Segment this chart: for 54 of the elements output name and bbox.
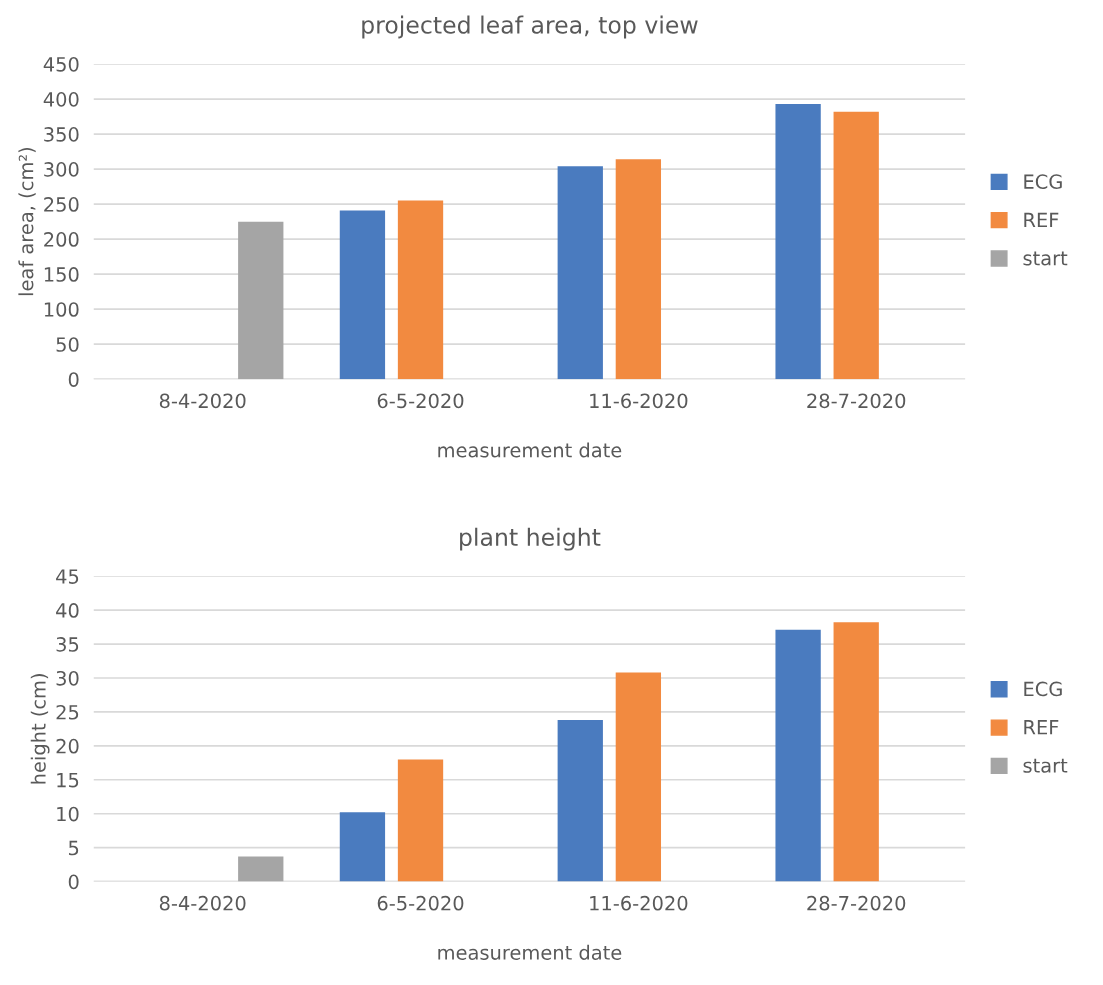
y-tick-label: 30 — [56, 670, 79, 686]
legend-label: ECG — [1024, 174, 1062, 189]
legend-label: REF — [1024, 720, 1059, 735]
x-tick-label: 6-5-2020 — [377, 895, 464, 911]
x-tick-label: 28-7-2020 — [807, 393, 906, 409]
y-tick-label: 40 — [56, 603, 79, 618]
y-tick-label: 300 — [44, 162, 79, 177]
chart-title: projected leaf area, top view — [362, 15, 698, 39]
legend-label: start — [1023, 251, 1068, 266]
y-tick-label: 250 — [44, 197, 79, 212]
y-tick-label: 25 — [56, 704, 79, 720]
x-axis-title: measurement date — [438, 944, 622, 960]
y-tick-label: 20 — [56, 738, 79, 754]
bar — [238, 856, 284, 882]
x-axis-title: measurement date — [438, 442, 622, 458]
x-tick-label: 11-6-2020 — [590, 895, 688, 911]
y-tick-label: 50 — [56, 337, 79, 352]
bar — [833, 111, 879, 380]
y-tick-label: 0 — [68, 372, 79, 387]
bar — [775, 629, 821, 882]
bar — [397, 200, 444, 380]
chart-title: plant height — [460, 527, 601, 551]
bar — [557, 720, 603, 882]
bar — [339, 210, 386, 380]
y-axis-title: leaf area, (cm²) — [18, 147, 36, 296]
y-tick-label: 45 — [56, 569, 79, 584]
x-tick-label: 8-4-2020 — [159, 895, 246, 911]
x-tick-label: 11-6-2020 — [590, 393, 688, 409]
x-tick-label: 6-5-2020 — [377, 393, 464, 409]
bar — [238, 221, 284, 380]
y-tick-label: 350 — [44, 127, 79, 142]
y-tick-label: 450 — [43, 56, 79, 72]
y-tick-label: 0 — [68, 874, 79, 890]
y-tick-label: 15 — [57, 773, 79, 788]
y-tick-label: 5 — [69, 840, 79, 856]
y-tick-label: 150 — [44, 267, 79, 282]
bar — [397, 759, 444, 882]
bar — [557, 166, 603, 380]
legend-label: REF — [1024, 212, 1059, 227]
y-tick-label: 35 — [56, 637, 79, 652]
x-tick-label: 8-4-2020 — [159, 393, 246, 409]
y-axis-title: height (cm) — [30, 674, 50, 784]
bar — [339, 812, 386, 882]
y-tick-label: 400 — [43, 92, 79, 107]
x-tick-label: 28-7-2020 — [807, 895, 906, 911]
bar — [615, 672, 662, 882]
bar — [615, 159, 662, 380]
bar — [833, 622, 879, 882]
y-tick-label: 10 — [57, 806, 79, 822]
legend-label: ECG — [1024, 681, 1062, 697]
legend-label: start — [1023, 758, 1068, 773]
y-tick-label: 100 — [44, 302, 79, 317]
bar — [775, 103, 821, 380]
y-tick-label: 200 — [44, 232, 79, 247]
